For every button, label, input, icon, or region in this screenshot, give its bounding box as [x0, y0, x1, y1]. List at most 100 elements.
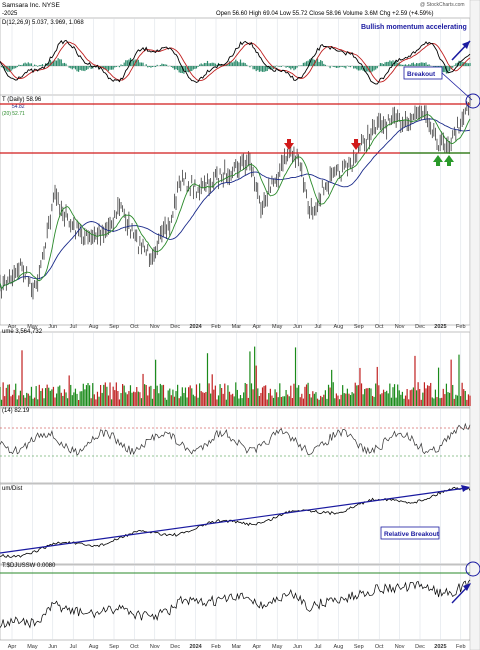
- macd-histogram-bar: [133, 60, 135, 66]
- volume-bar: [140, 398, 143, 406]
- momentum-arrow: [451, 40, 471, 61]
- volume-bar: [104, 382, 106, 406]
- volume-bar: [371, 395, 374, 406]
- macd-histogram-bar: [246, 64, 248, 66]
- macd-histogram-bar: [257, 66, 259, 71]
- x-tick-label: Oct: [130, 324, 139, 330]
- macd-histogram-bar: [456, 62, 459, 66]
- volume-bar: [332, 382, 334, 406]
- x-tick-label: Aug: [89, 644, 99, 650]
- macd-histogram-bar: [415, 63, 418, 66]
- volume-bar: [0, 386, 1, 406]
- volume-bar: [258, 396, 260, 406]
- volume-bar: [411, 389, 413, 406]
- macd-histogram-bar: [19, 65, 22, 66]
- volume-bar: [414, 355, 416, 406]
- volume-bar: [298, 385, 300, 406]
- volume-bar: [162, 384, 165, 406]
- volume-bar: [246, 383, 248, 406]
- volume-bar: [57, 386, 59, 406]
- volume-bar: [159, 383, 161, 406]
- macd-histogram-bar: [349, 66, 352, 68]
- volume-bar: [329, 387, 331, 406]
- volume-bar: [419, 389, 421, 406]
- volume-bar: [367, 388, 369, 406]
- volume-bar: [48, 387, 50, 406]
- macd-histogram-bar: [211, 62, 213, 66]
- relative-strength-line: [0, 486, 471, 558]
- macd-histogram-bar: [376, 66, 378, 69]
- macd-histogram-bar: [37, 66, 39, 67]
- volume-bar: [148, 386, 150, 406]
- macd-histogram-bar: [112, 66, 114, 70]
- x-tick-label: Sep: [354, 644, 364, 650]
- watermark: @ StockCharts.com: [420, 2, 465, 8]
- macd-histogram-bar: [452, 66, 454, 68]
- volume-bar: [32, 398, 34, 406]
- macd-histogram-bar: [382, 64, 385, 66]
- macd-histogram-bar: [184, 66, 187, 72]
- volume-bar: [375, 383, 377, 406]
- macd-histogram-bar: [200, 63, 202, 66]
- macd-histogram-bar: [423, 62, 426, 66]
- volume-bar: [122, 384, 124, 406]
- volume-bar: [199, 383, 201, 406]
- macd-histogram-bar: [459, 61, 462, 66]
- macd-histogram-bar: [232, 62, 234, 66]
- volume-bar: [417, 382, 419, 406]
- volume-bar: [128, 391, 130, 406]
- volume-bar: [370, 388, 372, 406]
- volume-bar: [291, 398, 293, 406]
- macd-histogram-bar: [261, 66, 264, 72]
- macd-histogram-bar: [448, 66, 451, 72]
- macd-histogram-bar: [453, 65, 455, 66]
- volume-bar: [364, 389, 366, 406]
- volume-bar: [386, 390, 388, 406]
- volume-bar: [137, 391, 139, 406]
- volume-bar: [287, 394, 289, 406]
- macd-histogram-bar: [348, 66, 350, 67]
- macd-histogram-bar: [79, 66, 81, 71]
- volume-bar: [315, 392, 317, 406]
- volume-bar: [260, 392, 262, 406]
- volume-bar: [265, 385, 267, 406]
- macd-histogram-bar: [274, 66, 276, 69]
- ratio-series: [0, 579, 471, 629]
- rsi-line: [0, 422, 471, 456]
- macd-histogram-bar: [426, 64, 429, 66]
- volume-bar: [173, 396, 176, 406]
- macd-histogram-bar: [48, 62, 50, 66]
- x-tick-label: May: [27, 324, 38, 330]
- macd-histogram-bar: [21, 64, 23, 66]
- right-axis-strip: [469, 0, 480, 650]
- macd-histogram-bar: [16, 66, 18, 68]
- relative-label: um/Dist: [2, 486, 23, 492]
- volume-bar: [356, 385, 358, 406]
- volume-bar: [408, 399, 410, 406]
- gridlines: [11, 18, 462, 640]
- volume-bar: [335, 393, 337, 406]
- macd-histogram-bar: [310, 58, 312, 66]
- macd-histogram-bar: [375, 66, 377, 70]
- macd-signal-line: [0, 41, 471, 83]
- volume-bar: [96, 391, 99, 406]
- x-tick-label: Jun: [48, 324, 57, 330]
- macd-histogram-bar: [126, 60, 128, 66]
- volume-bars: [0, 346, 471, 406]
- macd-histogram-bar: [13, 66, 15, 69]
- macd-histogram-bar: [178, 66, 180, 73]
- macd-histogram-bar: [63, 62, 66, 66]
- macd-histogram-bar: [338, 66, 341, 68]
- x-tick-label: May: [272, 644, 283, 650]
- volume-bar: [238, 398, 240, 406]
- x-tick-label: Sep: [354, 324, 364, 330]
- volume-bar: [450, 359, 452, 406]
- volume-bar: [0, 399, 3, 406]
- volume-bar: [433, 398, 435, 406]
- x-tick-label: Feb: [456, 644, 465, 650]
- macd-histogram-bar: [357, 66, 359, 71]
- volume-bar: [37, 399, 39, 406]
- volume-bar: [316, 398, 319, 406]
- volume-bar: [194, 396, 196, 406]
- macd-histogram-bar: [87, 66, 89, 70]
